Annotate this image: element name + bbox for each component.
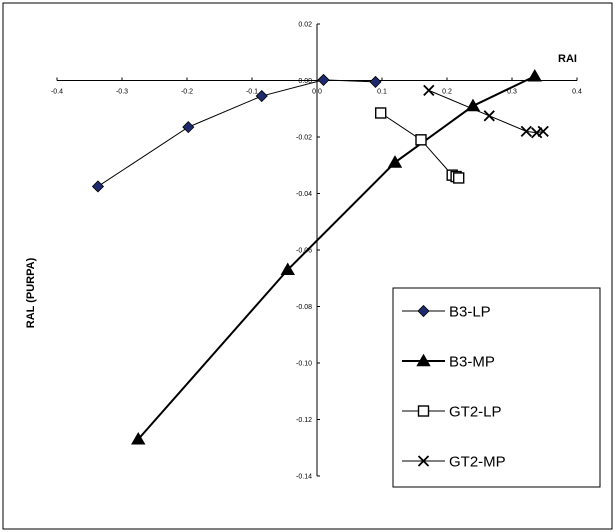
y-tick-label: -0.10: [296, 361, 312, 368]
legend-label: GT2-LP: [449, 404, 502, 421]
legend-label: GT2-MP: [449, 454, 506, 471]
y-axis-title: RAL (PURPA): [25, 257, 37, 328]
legend-label: B3-LP: [449, 304, 491, 321]
y-tick-label: -0.08: [296, 304, 312, 311]
y-tick-label: 0.02: [298, 22, 312, 29]
y-tick-label: -0.14: [296, 474, 312, 481]
x-tick-label: 0.0: [312, 89, 322, 96]
x-tick-label: 0.4: [572, 89, 582, 96]
x-tick-label: -0.2: [181, 89, 193, 96]
x-tick-label: 0.1: [377, 89, 387, 96]
marker-square: [419, 406, 429, 416]
marker-square: [376, 108, 386, 118]
x-tick-label: 0.2: [442, 89, 452, 96]
x-tick-label: -0.4: [51, 89, 63, 96]
legend-label: B3-MP: [449, 354, 495, 371]
y-tick-label: -0.04: [296, 191, 312, 198]
marker-square: [454, 173, 464, 183]
x-tick-label: -0.1: [246, 89, 258, 96]
x-tick-label: -0.3: [116, 89, 128, 96]
y-tick-label: -0.12: [296, 417, 312, 424]
y-tick-label: -0.02: [296, 135, 312, 142]
marker-square: [416, 135, 426, 145]
x-axis-title: RAI: [558, 53, 577, 65]
legend: B3-LP B3-MP GT2-LP GT2-MP: [393, 288, 600, 487]
